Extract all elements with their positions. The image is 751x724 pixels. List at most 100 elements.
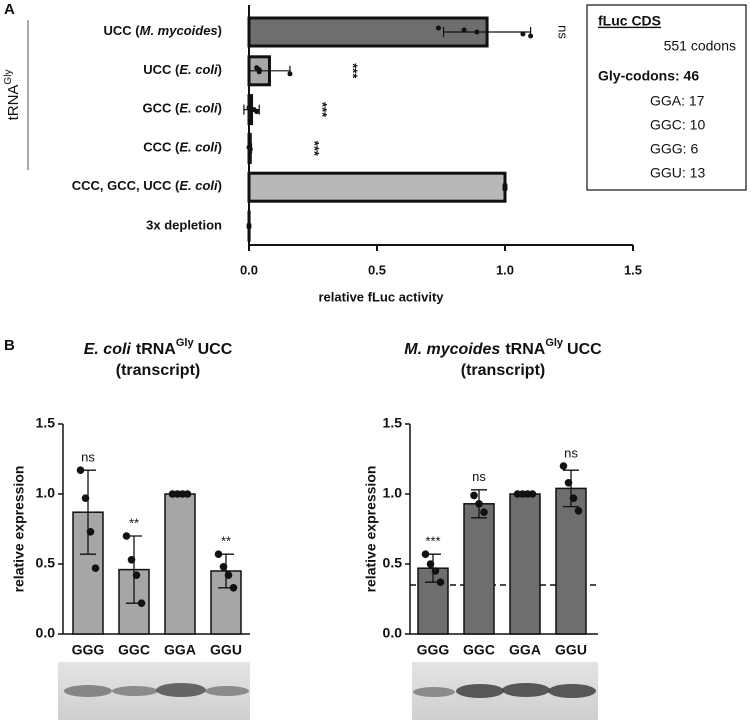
category-label: UCC (E. coli) <box>143 62 222 77</box>
chart-subtitle: (transcript) <box>461 362 545 379</box>
data-point <box>247 146 253 152</box>
title-sup: Gly <box>176 337 195 349</box>
y-axis-label: relative expression <box>11 466 27 593</box>
info-box <box>586 4 747 191</box>
gel-image <box>412 662 598 720</box>
x-tick-label: GGC <box>463 642 495 658</box>
panel-label: A <box>4 1 15 18</box>
x-tick-label: GGU <box>555 642 587 658</box>
data-point <box>480 508 488 516</box>
data-point <box>470 491 478 500</box>
data-point <box>474 29 480 35</box>
y-tick-label: 0.0 <box>36 625 56 641</box>
gel-image <box>58 662 250 720</box>
data-point <box>229 584 238 592</box>
data-point <box>132 571 141 579</box>
x-axis-label: relative fLuc activity <box>319 289 445 304</box>
y-tick-label: 0.5 <box>383 555 403 571</box>
title-organism: E. coli <box>84 341 132 358</box>
data-point <box>520 31 526 37</box>
x-tick-label: 0.5 <box>368 262 386 277</box>
info-box-line: GGA: 17 <box>650 93 705 109</box>
bar <box>463 503 495 635</box>
data-point <box>86 528 95 536</box>
data-point <box>127 556 136 564</box>
title-organism: M. mycoides <box>404 341 500 358</box>
x-tick-label: GGU <box>210 642 242 658</box>
y-tick-label: 0.5 <box>36 555 56 571</box>
group-label-text: tRNA <box>5 85 22 121</box>
data-point <box>214 550 223 558</box>
data-point <box>461 27 467 33</box>
chart-title: E. coli tRNAGly UCC <box>84 337 233 358</box>
category-label: UCC (M. mycoides) <box>104 23 222 38</box>
data-point <box>91 564 100 572</box>
category-label: CCC, GCC, UCC (E. coli) <box>72 179 222 194</box>
data-point <box>431 567 440 575</box>
data-point <box>475 500 483 508</box>
bar <box>555 487 587 635</box>
x-tick-label: GGC <box>118 642 150 658</box>
bar <box>164 493 196 635</box>
panel-label: B <box>4 337 15 354</box>
y-tick-label: 1.5 <box>36 415 56 431</box>
significance-label: ns <box>564 445 578 460</box>
info-box-line: GGG: 6 <box>650 141 698 157</box>
chart-subtitle: (transcript) <box>116 362 200 379</box>
x-tick-label: GGA <box>164 642 196 658</box>
bar <box>417 567 449 635</box>
info-box-line: 551 codons <box>664 38 736 54</box>
significance-label: ** <box>221 534 231 549</box>
y-tick-label: 1.5 <box>383 415 403 431</box>
data-point <box>574 507 583 515</box>
data-point <box>528 490 537 498</box>
x-tick-label: 1.0 <box>496 262 514 277</box>
significance-label: *** <box>425 534 440 549</box>
title-trna: tRNA <box>136 341 176 358</box>
title-trna: tRNA <box>505 341 545 358</box>
data-point <box>436 578 445 586</box>
significance-label: ns <box>556 25 571 39</box>
data-point <box>421 550 430 558</box>
data-point <box>528 33 534 39</box>
data-point <box>122 532 131 540</box>
y-tick-label: 1.0 <box>36 485 56 501</box>
category-label: GCC (E. coli) <box>143 101 222 116</box>
bar <box>509 493 541 635</box>
title-codon: UCC <box>198 341 233 358</box>
data-point <box>224 571 233 579</box>
bar <box>247 171 507 203</box>
title-sup: Gly <box>545 337 564 349</box>
data-point <box>435 25 441 31</box>
y-axis-label: relative expression <box>363 466 379 593</box>
data-point <box>569 494 578 503</box>
x-tick-label: GGA <box>509 642 541 658</box>
y-tick-label: 0.0 <box>383 625 403 641</box>
data-point <box>287 71 293 77</box>
info-box-line: GGU: 13 <box>650 165 705 181</box>
x-tick-label: 0.0 <box>240 262 258 277</box>
x-tick-label: GGG <box>72 642 105 658</box>
significance-label: *** <box>315 102 330 118</box>
x-tick-label: 1.5 <box>624 262 642 277</box>
data-point <box>256 69 262 75</box>
group-label: tRNAGly <box>3 70 22 121</box>
data-point <box>254 109 260 115</box>
significance-label: ns <box>472 469 486 484</box>
data-point <box>246 224 252 230</box>
significance-label: *** <box>346 63 361 79</box>
info-box-line: Gly-codons: 46 <box>598 68 699 84</box>
x-tick-label: GGG <box>417 642 450 658</box>
data-point <box>219 563 228 571</box>
data-point <box>183 490 192 498</box>
data-point <box>426 560 435 568</box>
data-point <box>246 105 252 111</box>
category-label: 3x depletion <box>146 217 222 232</box>
data-point <box>81 494 90 503</box>
significance-label: ns <box>81 450 95 465</box>
significance-label: ** <box>129 515 139 530</box>
data-point <box>559 462 568 470</box>
y-tick-label: 1.0 <box>383 485 403 501</box>
